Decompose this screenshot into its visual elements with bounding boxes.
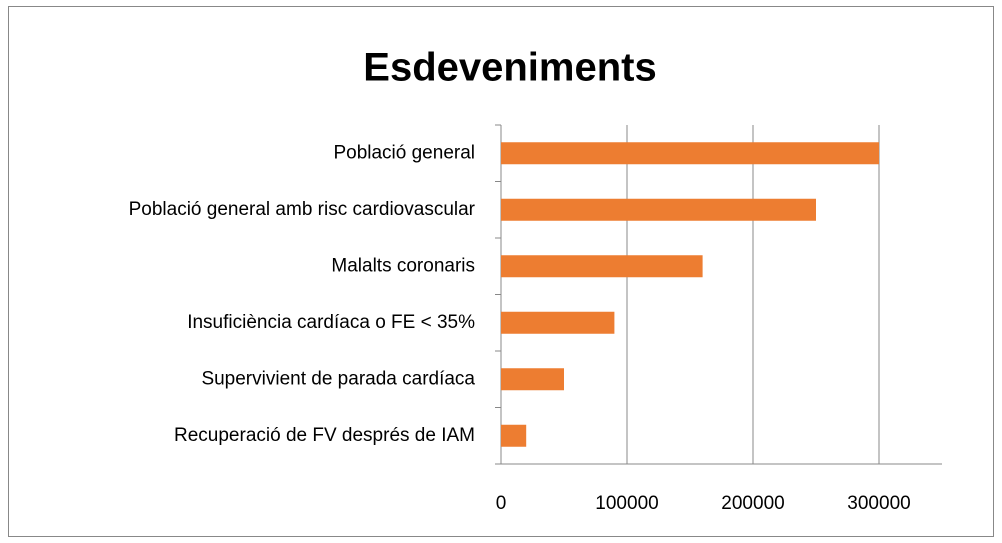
x-tick-label: 100000 [595,493,658,514]
bar [501,311,615,334]
x-tick-label: 200000 [721,493,784,514]
y-tick-label: Població general [333,142,475,163]
y-tick-label: Recuperació de FV després de IAM [174,425,475,446]
y-tick-label: Malalts coronaris [331,255,475,276]
x-tick-label: 300000 [847,493,910,514]
bar [501,255,703,278]
x-tick-label: 0 [496,493,507,514]
bar [501,424,527,447]
bar [501,368,564,391]
y-tick-label: Insuficiència cardíaca o FE < 35% [187,312,475,333]
y-tick-label: Supervivient de parada cardíaca [201,368,475,389]
y-tick-label: Població general amb risc cardiovascular [129,199,476,220]
bar [501,142,879,165]
chart-title: Esdeveniments [363,46,656,90]
bar [501,198,816,221]
